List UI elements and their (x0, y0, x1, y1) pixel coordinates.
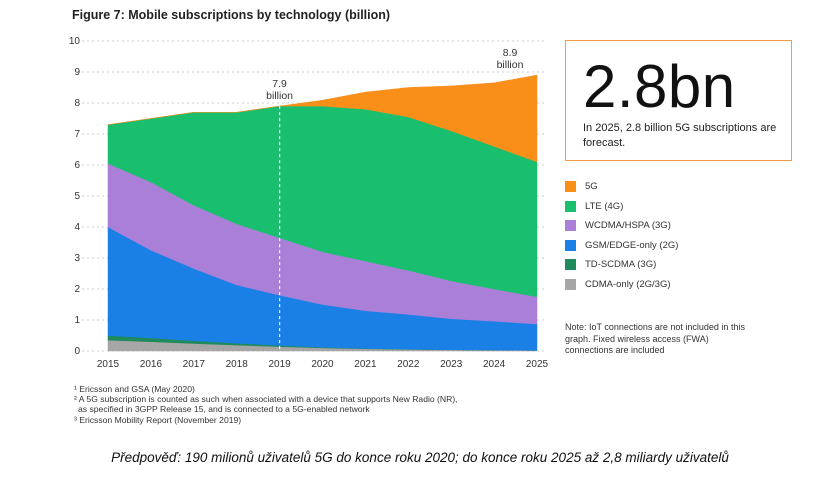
chart-note: Note: IoT connections are not included i… (565, 322, 745, 355)
annotation-unit: billion (497, 59, 524, 71)
legend-swatch-gsm (565, 239, 576, 251)
legend-swatch-wcdma (565, 220, 576, 232)
x-tick-label: 2023 (440, 359, 463, 370)
area-series-5g (107, 74, 538, 163)
legend-label-td-scdma: TD-SCDMA (3G) (585, 259, 657, 271)
x-tick-label: 2018 (226, 359, 249, 370)
callout-box: 2.8bn In 2025, 2.8 billion 5G subscripti… (565, 40, 792, 161)
annotation-value: 7.9 (272, 78, 287, 90)
y-tick-label: 10 (69, 36, 81, 47)
callout-text: In 2025, 2.8 billion 5G subscriptions ar… (583, 122, 777, 149)
y-tick-label: 4 (74, 222, 80, 233)
y-tick-label: 7 (74, 129, 80, 140)
legend-label-lte: LTE (4G) (585, 200, 624, 212)
footnote-1: ¹ Ericsson and GSA (May 2020) (74, 384, 195, 394)
y-tick-label: 6 (74, 160, 80, 171)
footnote-2: ² A 5G subscription is counted as such w… (74, 394, 458, 405)
x-tick-label: 2019 (268, 359, 291, 370)
legend-item-5g: 5G (565, 177, 678, 197)
y-tick-label: 3 (74, 253, 80, 264)
y-tick-label: 2 (74, 284, 80, 295)
footnote-2-cont: as specified in 3GPP Release 15, and is … (78, 404, 370, 415)
footnote-3: ³ Ericsson Mobility Report (November 201… (74, 414, 242, 425)
x-tick-label: 2021 (354, 359, 377, 370)
legend-item-wcdma: WCDMA/HSPA (3G) (565, 216, 678, 236)
x-tick-label: 2020 (311, 359, 334, 370)
legend-label-5g: 5G (585, 181, 598, 193)
callout-big-value: 2.8bn (583, 53, 736, 120)
caption: Předpověď: 190 milionů uživatelů 5G do k… (111, 450, 729, 465)
legend-label-wcdma: WCDMA/HSPA (3G) (585, 220, 671, 232)
y-tick-label: 1 (74, 315, 80, 326)
legend-item-gsm: GSM/EDGE-only (2G) (565, 236, 678, 256)
x-tick-label: 2015 (97, 359, 120, 370)
footnotes: ¹ Ericsson and GSA (May 2020) ² A 5G sub… (74, 384, 458, 425)
legend-label-gsm: GSM/EDGE-only (2G) (585, 239, 679, 251)
y-tick-label: 8 (74, 98, 80, 109)
chart-title: Figure 7: Mobile subscriptions by techno… (72, 8, 391, 22)
x-tick-label: 2016 (140, 359, 163, 370)
annotation-unit: billion (266, 90, 293, 102)
x-tick-label: 2022 (397, 359, 420, 370)
chart-legend: 5G LTE (4G) WCDMA/HSPA (3G) GSM/EDGE-onl… (565, 177, 678, 294)
legend-swatch-5g (565, 181, 576, 193)
y-tick-label: 9 (74, 67, 80, 78)
y-tick-label: 0 (74, 346, 80, 357)
x-tick-label: 2025 (526, 359, 549, 370)
legend-swatch-cdma (565, 278, 576, 290)
legend-swatch-lte (565, 200, 576, 212)
legend-swatch-td-scdma (565, 259, 576, 271)
legend-item-td-scdma: TD-SCDMA (3G) (565, 255, 678, 275)
legend-label-cdma: CDMA-only (2G/3G) (585, 278, 671, 290)
legend-item-cdma: CDMA-only (2G/3G) (565, 275, 678, 295)
legend-item-lte: LTE (4G) (565, 197, 678, 217)
x-tick-label: 2024 (483, 359, 506, 370)
y-tick-label: 5 (74, 191, 80, 202)
x-tick-label: 2017 (183, 359, 206, 370)
annotation-value: 8.9 (503, 47, 518, 59)
